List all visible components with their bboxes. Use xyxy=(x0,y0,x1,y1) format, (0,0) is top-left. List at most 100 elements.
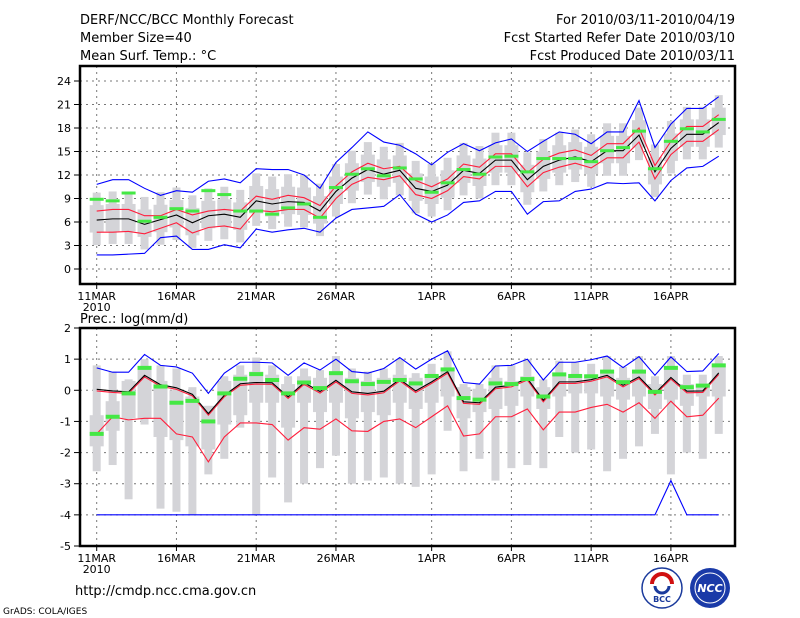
median-mark xyxy=(488,155,503,159)
y-tick-label: 6 xyxy=(64,216,71,229)
bcc-logo-text: BCC xyxy=(653,595,671,604)
forecast-period: For 2010/03/11-2010/04/19 xyxy=(556,13,735,28)
whisker-bar xyxy=(539,379,548,469)
median-mark xyxy=(632,369,646,374)
median-mark xyxy=(520,170,535,174)
y-tick-label: 9 xyxy=(64,193,71,206)
median-mark xyxy=(616,146,631,150)
median-mark xyxy=(265,378,280,383)
panel-frame xyxy=(78,326,737,548)
median-mark xyxy=(153,215,168,219)
x-tick-label: 16APR xyxy=(653,552,689,565)
median-mark xyxy=(424,373,439,378)
median-mark xyxy=(504,382,519,387)
median-mark xyxy=(344,379,359,384)
median-mark xyxy=(711,363,726,368)
median-mark xyxy=(488,381,503,386)
iqr-box xyxy=(344,163,359,191)
median-mark xyxy=(424,190,439,194)
x-tick-label: 21MAR xyxy=(237,552,276,565)
median-mark xyxy=(360,382,375,387)
iqr-box xyxy=(121,203,136,232)
x-tick-label: 11MAR xyxy=(77,552,116,565)
median-mark xyxy=(584,374,599,379)
whisker-bar xyxy=(475,384,484,459)
median-mark xyxy=(265,212,280,216)
y-tick-label: 0 xyxy=(64,263,71,276)
iqr-box xyxy=(472,158,487,186)
median-mark xyxy=(153,384,168,389)
x-tick-label: 26MAR xyxy=(317,290,356,303)
median-mark xyxy=(376,174,391,178)
median-mark xyxy=(663,139,678,143)
whisker-bar xyxy=(491,365,500,481)
whisker-bar xyxy=(603,356,612,472)
iqr-box xyxy=(552,373,567,397)
median-mark xyxy=(408,177,423,181)
iqr-box xyxy=(600,370,615,397)
iqr-box xyxy=(616,135,631,164)
median-mark xyxy=(440,367,455,372)
median-mark xyxy=(679,127,694,131)
median-mark xyxy=(711,117,726,121)
median-mark xyxy=(217,391,232,396)
iqr-box xyxy=(185,207,200,236)
median-mark xyxy=(105,199,120,203)
whisker-bar xyxy=(316,370,324,469)
median-mark xyxy=(616,380,631,385)
x-tick-year: 2010 xyxy=(83,563,111,576)
whisker-bar xyxy=(571,362,580,453)
iqr-box xyxy=(328,176,343,204)
iqr-box xyxy=(344,377,359,419)
iqr-box xyxy=(297,376,312,403)
median-mark xyxy=(456,396,471,401)
median-mark xyxy=(281,391,296,396)
whisker-bar xyxy=(363,371,372,481)
median-mark xyxy=(552,157,567,161)
iqr-box xyxy=(488,377,503,409)
iqr-box xyxy=(201,405,216,450)
whisker-bar xyxy=(523,359,532,466)
x-tick-label: 11APR xyxy=(573,290,609,303)
y-tick-label: -4 xyxy=(60,509,71,522)
median-mark xyxy=(568,157,583,161)
median-mark xyxy=(169,207,184,211)
iqr-box xyxy=(568,142,583,170)
median-mark xyxy=(600,369,615,374)
upper-spread-line xyxy=(96,114,720,217)
median-mark xyxy=(328,371,343,376)
median-mark xyxy=(440,181,455,185)
iqr-box xyxy=(504,145,519,173)
panel-frame xyxy=(78,64,737,286)
whisker-bar xyxy=(459,384,468,472)
y-tick-label: 3 xyxy=(64,240,71,253)
median-mark xyxy=(185,398,200,403)
iqr-box xyxy=(201,200,216,229)
iqr-box xyxy=(233,202,248,230)
produced-date: Fcst Produced Date 2010/03/11 xyxy=(530,49,735,64)
whisker-bar xyxy=(347,368,356,484)
median-mark xyxy=(568,373,583,378)
whisker-bar xyxy=(619,366,628,459)
median-mark xyxy=(169,400,184,405)
iqr-box xyxy=(249,371,264,403)
start-date: Fcst Started Refer Date 2010/03/10 xyxy=(504,31,735,46)
x-tick-label: 16MAR xyxy=(157,290,196,303)
iqr-box xyxy=(632,370,646,397)
y-tick-label: -2 xyxy=(60,447,71,460)
iqr-box xyxy=(137,209,152,237)
whisker-bar xyxy=(698,374,707,459)
iqr-box xyxy=(297,187,312,215)
whisker-bar xyxy=(331,356,340,456)
whisker-bar xyxy=(252,357,261,515)
median-mark xyxy=(281,206,296,210)
y-tick-label: -1 xyxy=(60,415,71,428)
x-tick-label: 6APR xyxy=(497,552,526,565)
median-mark xyxy=(137,219,152,223)
iqr-box xyxy=(313,377,327,413)
iqr-box xyxy=(663,133,678,161)
min-line xyxy=(96,479,719,516)
x-tick-label: 6APR xyxy=(497,290,526,303)
chart-title: DERF/NCC/BCC Monthly Forecast xyxy=(80,13,294,28)
